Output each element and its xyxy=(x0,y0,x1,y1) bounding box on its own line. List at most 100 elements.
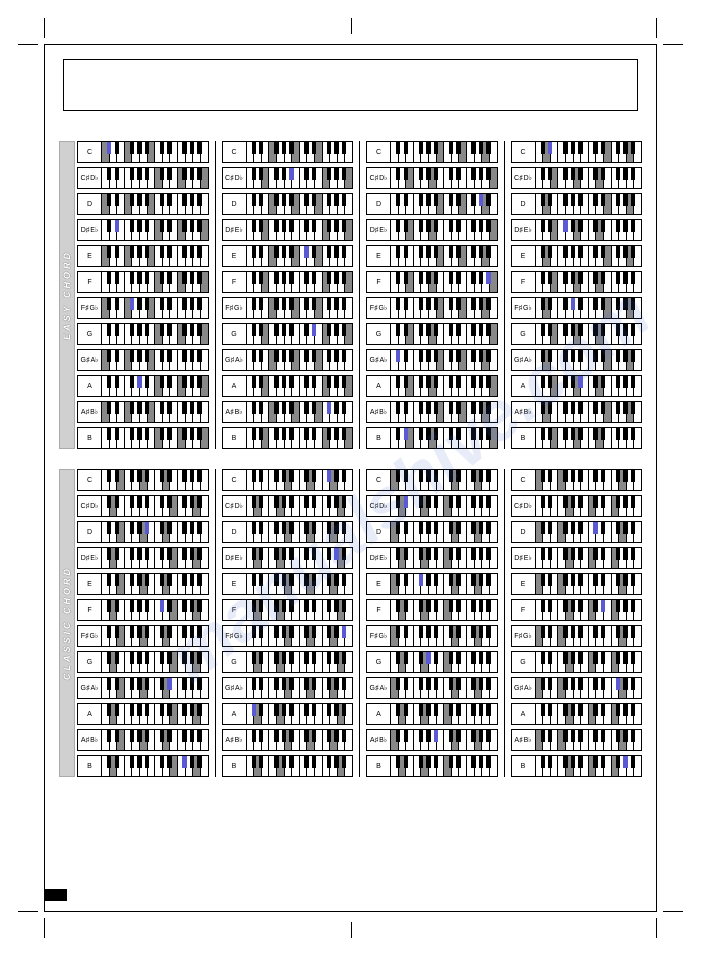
keyboard-diagram xyxy=(246,271,354,293)
white-key xyxy=(627,574,635,594)
white-key xyxy=(581,652,589,672)
white-key xyxy=(277,626,285,646)
white-key xyxy=(323,324,331,344)
white-key xyxy=(543,168,551,188)
white-key xyxy=(262,324,270,344)
white-key xyxy=(132,626,140,646)
white-key xyxy=(558,652,566,672)
chord-label: G♯A♭ xyxy=(511,349,535,371)
white-key xyxy=(163,652,171,672)
white-key xyxy=(444,298,452,318)
white-key xyxy=(155,272,163,292)
white-key xyxy=(452,298,460,318)
white-key xyxy=(292,522,300,542)
white-key xyxy=(444,272,452,292)
white-key xyxy=(482,272,490,292)
white-key xyxy=(627,626,635,646)
white-key xyxy=(558,756,566,776)
white-key xyxy=(132,324,140,344)
white-key xyxy=(459,470,467,490)
white-key xyxy=(315,298,323,318)
white-key xyxy=(132,756,140,776)
white-key xyxy=(330,194,338,214)
white-key xyxy=(269,142,277,162)
white-key xyxy=(125,704,133,724)
white-key xyxy=(490,496,497,516)
white-key xyxy=(148,730,156,750)
white-key xyxy=(391,600,399,620)
white-key xyxy=(475,298,483,318)
white-key xyxy=(247,730,255,750)
white-key xyxy=(459,522,467,542)
chord-row: G♯A♭ xyxy=(366,349,498,371)
chord-label-text: G♯ xyxy=(225,357,234,364)
chord-row: A xyxy=(511,703,643,725)
keyboard-diagram xyxy=(246,297,354,319)
white-key xyxy=(323,730,331,750)
white-key xyxy=(566,168,574,188)
white-key xyxy=(254,194,262,214)
white-key xyxy=(452,194,460,214)
white-key xyxy=(201,272,208,292)
white-key xyxy=(170,496,178,516)
white-key xyxy=(391,402,399,422)
white-key xyxy=(406,678,414,698)
white-key xyxy=(269,756,277,776)
chord-row: D xyxy=(77,193,209,215)
white-key xyxy=(323,678,331,698)
chord-label: A xyxy=(366,703,390,725)
white-key xyxy=(467,298,475,318)
keyboard-diagram xyxy=(246,521,354,543)
white-key xyxy=(627,428,635,448)
chord-label-text: A xyxy=(87,383,92,390)
section-side-label-text: CLASSIC CHORD xyxy=(62,566,72,680)
keyboard-diagram xyxy=(535,677,643,699)
white-key xyxy=(558,324,566,344)
white-key xyxy=(330,730,338,750)
white-key xyxy=(117,194,125,214)
white-key xyxy=(201,574,208,594)
white-key xyxy=(330,142,338,162)
white-key xyxy=(589,678,597,698)
white-key xyxy=(178,428,186,448)
white-key xyxy=(277,350,285,370)
chord-label: A♯B♭ xyxy=(222,729,246,751)
chord-row: C♯D♭ xyxy=(511,495,643,517)
white-key xyxy=(254,574,262,594)
keyboard-diagram xyxy=(246,375,354,397)
white-key xyxy=(452,324,460,344)
chord-label: C xyxy=(366,469,390,491)
chord-row: C xyxy=(222,141,354,163)
white-key xyxy=(170,168,178,188)
white-key xyxy=(429,522,437,542)
keyboard-diagram xyxy=(101,193,209,215)
crop-mark xyxy=(663,911,683,912)
easy-chord-section: EASY CHORDCC♯D♭DD♯E♭EFF♯G♭GG♯A♭AA♯B♭BCC♯… xyxy=(59,141,642,449)
white-key xyxy=(132,678,140,698)
white-key xyxy=(117,496,125,516)
white-key xyxy=(148,428,156,448)
white-key xyxy=(307,548,315,568)
white-key xyxy=(399,496,407,516)
chord-label: C xyxy=(77,469,101,491)
white-key xyxy=(421,522,429,542)
keyboard-diagram xyxy=(101,349,209,371)
white-key xyxy=(170,376,178,396)
white-key xyxy=(543,600,551,620)
white-key xyxy=(414,324,422,344)
chord-label-text: B xyxy=(87,763,92,770)
white-key xyxy=(421,298,429,318)
white-key xyxy=(307,522,315,542)
white-key xyxy=(155,298,163,318)
white-key xyxy=(155,626,163,646)
keyboard-diagram xyxy=(535,573,643,595)
white-key xyxy=(619,402,627,422)
white-key xyxy=(437,168,445,188)
white-key xyxy=(315,324,323,344)
chord-label-text: G♭ xyxy=(379,305,388,312)
white-key xyxy=(300,730,308,750)
white-key xyxy=(536,574,544,594)
white-key xyxy=(201,548,208,568)
white-key xyxy=(254,272,262,292)
white-key xyxy=(444,626,452,646)
